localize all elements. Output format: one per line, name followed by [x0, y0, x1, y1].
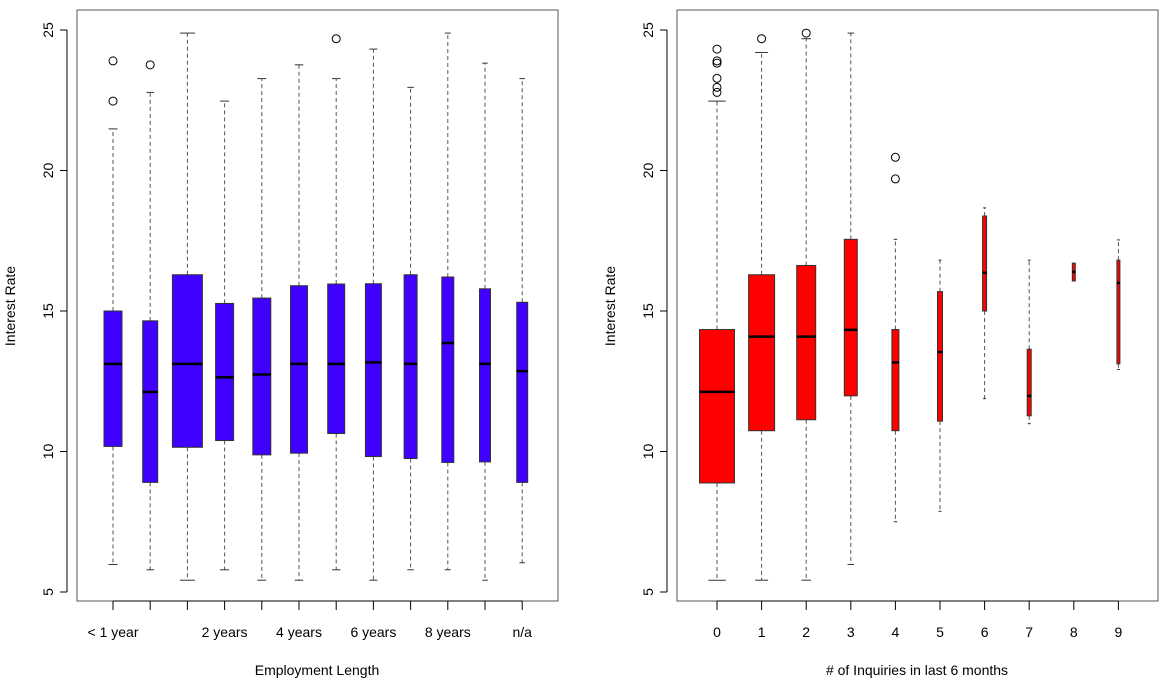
iqr-box	[327, 283, 346, 435]
x-tick-label: 6	[981, 624, 989, 640]
iqr-box	[215, 302, 235, 442]
outlier-point	[712, 73, 722, 83]
outlier-point	[712, 58, 722, 68]
employment-length-boxplot: Interest Rate Employment Length 5 10 15 20 2…	[2, 9, 559, 678]
iqr-box	[252, 297, 272, 456]
outlier-point	[712, 56, 722, 66]
y-tick-label: 15	[40, 303, 56, 319]
iqr-box	[796, 264, 817, 421]
outlier-point	[890, 152, 900, 162]
box-9	[441, 32, 455, 610]
iqr-box	[843, 238, 858, 397]
box-10	[479, 62, 491, 610]
iqr-box	[891, 329, 900, 432]
x-tick-label: 5	[936, 624, 944, 640]
inquiries-boxplot: Interest Rate # of Inquiries in last 6 m…	[602, 9, 1159, 678]
box-8	[1071, 262, 1076, 610]
box-1	[142, 60, 159, 610]
y-tick-label: 10	[640, 444, 656, 460]
outlier-point	[757, 34, 767, 44]
box-1	[748, 34, 776, 610]
box-5	[937, 259, 943, 610]
x-axis-label: # of Inquiries in last 6 months	[826, 662, 1008, 678]
x-tick-label: 3	[847, 624, 855, 640]
x-tick-label: 1	[758, 624, 766, 640]
box-0	[103, 56, 123, 610]
iqr-box	[364, 283, 382, 458]
y-tick-label: 25	[40, 22, 56, 38]
y-tick-label: 10	[40, 444, 56, 460]
x-tick-label: < 1 year	[88, 624, 139, 640]
y-tick-label: 20	[640, 163, 656, 179]
outlier-point	[108, 96, 118, 106]
x-tick-label: 8	[1070, 624, 1078, 640]
iqr-box	[290, 285, 308, 454]
y-tick-label: 20	[40, 163, 56, 179]
x-tick-label: 0	[713, 624, 721, 640]
iqr-box	[171, 274, 203, 448]
x-tick-label: 4	[892, 624, 900, 640]
outlier-point	[145, 60, 155, 70]
iqr-box	[699, 329, 735, 484]
iqr-box	[1116, 259, 1121, 365]
box-7	[364, 48, 382, 610]
box-5	[290, 64, 308, 610]
iqr-box	[479, 288, 491, 463]
outlier-point	[331, 34, 341, 44]
box-2	[796, 28, 817, 610]
x-tick-label: 2 years	[202, 624, 248, 640]
y-tick-label: 5	[40, 588, 56, 596]
iqr-box	[441, 276, 455, 463]
outlier-point	[108, 56, 118, 66]
iqr-box	[982, 215, 988, 312]
box-8	[403, 86, 418, 610]
box-3	[843, 32, 858, 610]
box-4	[890, 152, 900, 610]
box-6	[982, 207, 988, 610]
box-9	[1116, 239, 1121, 610]
iqr-box	[937, 291, 943, 422]
x-tick-label: 7	[1025, 624, 1033, 640]
iqr-box	[142, 320, 159, 483]
box-11	[516, 78, 529, 610]
box-0	[699, 44, 735, 610]
box-3	[215, 100, 235, 610]
x-tick-label: 6 years	[350, 624, 396, 640]
outlier-point	[712, 87, 722, 97]
outlier-point	[890, 174, 900, 184]
box-4	[252, 78, 272, 610]
y-tick-label: 5	[640, 588, 656, 596]
x-tick-label: 4 years	[276, 624, 322, 640]
outlier-point	[712, 44, 722, 54]
iqr-box	[103, 310, 123, 447]
x-tick-label: 9	[1115, 624, 1123, 640]
outlier-point	[801, 28, 811, 38]
outlier-point	[712, 82, 722, 92]
iqr-box	[403, 274, 418, 460]
box-2	[171, 32, 203, 610]
x-tick-label: n/a	[512, 624, 532, 640]
iqr-box	[748, 274, 776, 432]
y-axis-label: Interest Rate	[602, 266, 618, 346]
box-6	[327, 34, 346, 610]
x-tick-label: 8 years	[425, 624, 471, 640]
y-tick-label: 25	[640, 22, 656, 38]
iqr-box	[1026, 348, 1032, 417]
iqr-box	[516, 301, 529, 483]
y-tick-label: 15	[640, 303, 656, 319]
y-axis-label: Interest Rate	[2, 266, 18, 346]
x-tick-label: 2	[802, 624, 810, 640]
x-axis-label: Employment Length	[255, 662, 380, 678]
box-7	[1026, 259, 1032, 610]
